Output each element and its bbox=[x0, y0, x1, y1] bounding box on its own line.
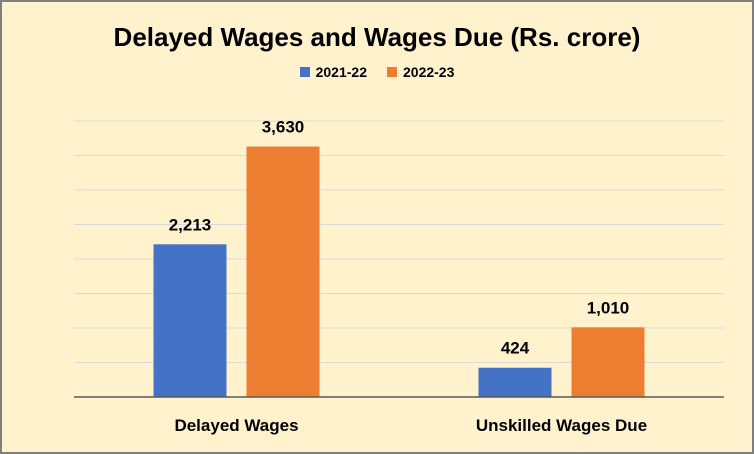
legend-swatch-2021-22 bbox=[299, 67, 310, 77]
legend-item-2021-22: 2021-22 bbox=[299, 64, 367, 80]
bar bbox=[153, 244, 227, 397]
data-label: 3,630 bbox=[262, 118, 305, 137]
legend-swatch-2022-23 bbox=[387, 67, 397, 77]
bar bbox=[478, 367, 552, 397]
legend-label-2022-23: 2022-23 bbox=[403, 64, 455, 80]
bar bbox=[571, 327, 645, 397]
category-label: Unskilled Wages Due bbox=[476, 416, 647, 435]
data-label: 1,010 bbox=[587, 298, 630, 317]
data-label: 2,213 bbox=[169, 215, 212, 234]
legend-item-2022-23: 2022-23 bbox=[387, 64, 454, 80]
bar bbox=[246, 146, 320, 397]
data-label: 424 bbox=[501, 339, 530, 358]
legend: 2021-22 2022-23 bbox=[0, 64, 754, 80]
category-label: Delayed Wages bbox=[174, 416, 298, 435]
chart-title: Delayed Wages and Wages Due (Rs. crore) bbox=[113, 22, 641, 52]
legend-label-2021-22: 2021-22 bbox=[315, 64, 367, 80]
